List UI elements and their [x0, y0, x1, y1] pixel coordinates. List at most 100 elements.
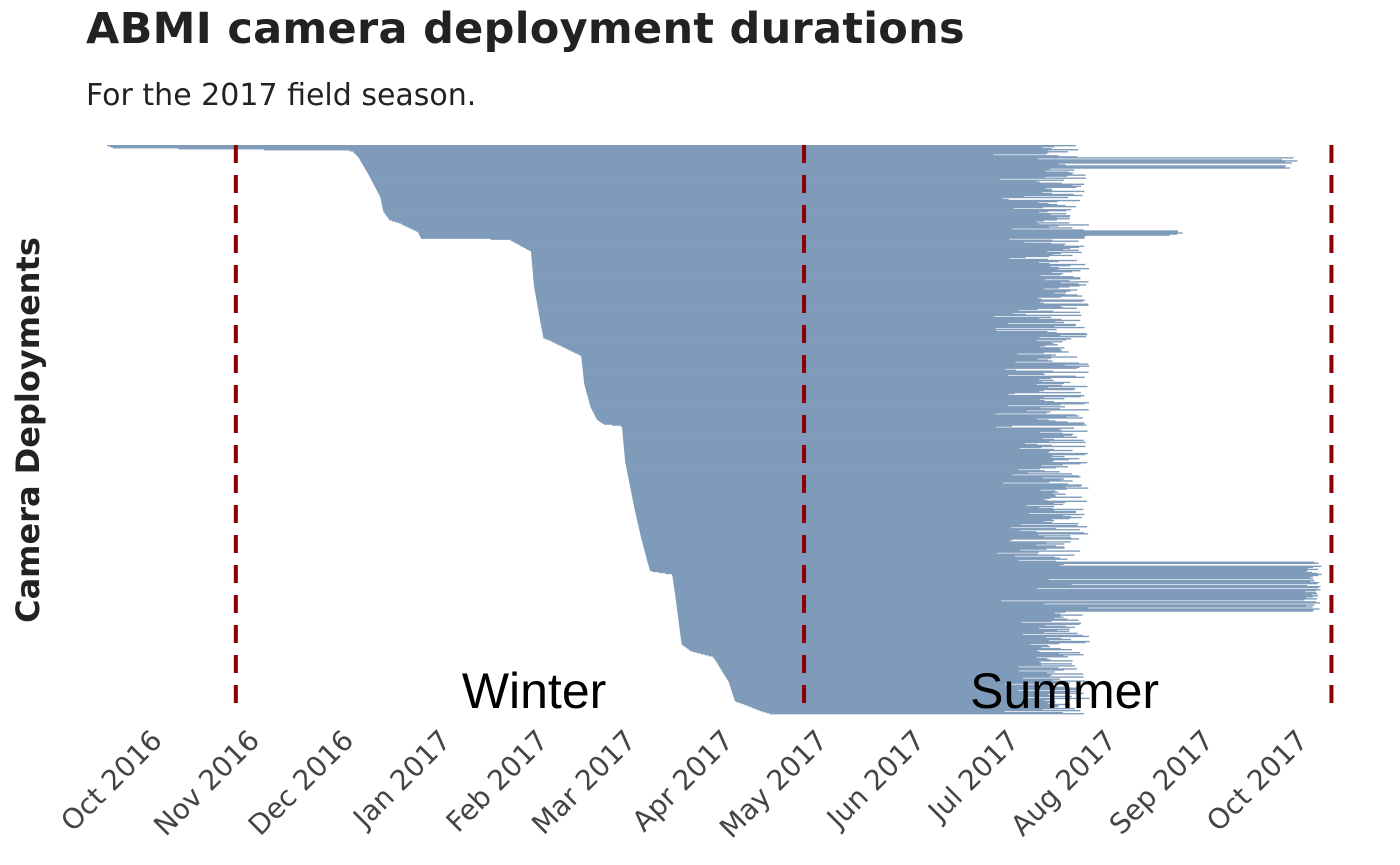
deployment-bar	[363, 165, 1286, 167]
x-tick-label: Oct 2017	[1200, 724, 1314, 838]
deployment-bar	[677, 609, 1314, 611]
deployment-bar	[635, 510, 1077, 513]
deployment-bar	[625, 459, 1054, 462]
deployment-bar	[733, 695, 1072, 698]
deployment-bar	[649, 568, 1319, 571]
deployment-bar	[731, 690, 1079, 692]
deployment-bar	[552, 341, 1063, 343]
deployment-bar	[637, 520, 1045, 523]
deployment-bar	[535, 294, 1078, 296]
deployment-bar	[592, 410, 1027, 412]
deployment-bar	[534, 285, 1080, 287]
deployment-bar	[582, 369, 1017, 371]
deployment-bar	[533, 275, 1041, 277]
deployment-bar	[534, 287, 1059, 289]
deployment-bar	[622, 426, 996, 428]
deployment-bar	[366, 170, 1046, 172]
deployment-bar	[679, 629, 1058, 632]
deployment-bar	[643, 547, 1065, 549]
deployment-bar	[382, 205, 1076, 208]
deployment-bar	[388, 217, 1057, 219]
deployment-bar	[624, 455, 1065, 458]
deployment-bar	[646, 557, 1060, 559]
deployment-bar	[532, 269, 1081, 272]
deployment-bar	[627, 473, 1073, 475]
deployment-bar	[725, 675, 1050, 677]
deployment-bar	[382, 209, 1071, 211]
deployment-bar	[641, 539, 1013, 541]
deployment-bar	[359, 158, 1039, 160]
deployment-bar	[646, 556, 1056, 558]
deployment-bar	[642, 542, 1047, 544]
deployment-bar	[721, 669, 1064, 671]
deployment-bar	[588, 400, 1045, 402]
deployment-bar	[627, 471, 1060, 473]
deployment-bar	[680, 636, 1046, 639]
deployment-bar	[622, 431, 1040, 433]
deployment-bar	[373, 183, 1085, 185]
deployment-bar	[540, 322, 1009, 325]
deployment-bar	[376, 189, 1052, 192]
deployment-bar	[648, 565, 1322, 568]
deployment-bar	[534, 288, 1044, 290]
deployment-bar	[582, 365, 1090, 367]
deployment-bar	[539, 317, 1040, 320]
deployment-bar	[624, 448, 1054, 451]
deployment-bar	[531, 253, 1053, 256]
deployment-bar	[738, 701, 1056, 704]
deployment-bar	[652, 570, 1306, 573]
deployment-bar	[533, 277, 1081, 279]
deployment-bar	[624, 453, 1086, 456]
deployment-bar	[543, 336, 1087, 338]
deployment-bar	[359, 159, 1283, 161]
deployment-bar	[645, 553, 1039, 555]
deployment-bar	[632, 495, 1056, 497]
deployment-bar	[387, 216, 1070, 218]
deployment-bar	[582, 367, 1078, 369]
deployment-bar	[679, 624, 1045, 626]
deployment-bar	[629, 481, 1050, 483]
deployment-bar	[625, 463, 1081, 465]
deployment-bar	[678, 621, 1023, 623]
deployment-bar	[643, 544, 1037, 546]
deployment-bar	[719, 666, 1019, 668]
deployment-bar	[715, 660, 1073, 662]
deployment-bar	[646, 555, 1015, 557]
deployment-bar	[676, 605, 1307, 607]
deployment-bar	[538, 310, 1054, 312]
deployment-bar	[540, 323, 1077, 326]
deployment-bar	[365, 169, 1075, 171]
deployment-bar	[531, 254, 1073, 257]
deployment-bar	[420, 236, 1085, 238]
deployment-bar	[679, 627, 1040, 629]
deployment-bar	[537, 307, 1077, 309]
deployment-bar	[686, 646, 1042, 649]
deployment-bar	[672, 575, 1313, 578]
deployment-bar	[752, 706, 1050, 709]
deployment-bar	[544, 338, 1072, 340]
deployment-bar	[639, 528, 1057, 530]
deployment-bar	[624, 452, 1088, 455]
deployment-bar	[582, 371, 1089, 373]
deployment-bar	[564, 347, 1065, 349]
deployment-bar	[723, 672, 1047, 674]
deployment-bar	[569, 349, 1062, 351]
deployment-bar	[532, 267, 1090, 270]
deployment-bar	[727, 678, 1061, 680]
deployment-bar	[581, 358, 1038, 360]
deployment-bar	[407, 226, 1050, 228]
deployment-bar	[543, 335, 1061, 337]
deployment-bar	[680, 637, 1062, 640]
deployment-bar	[623, 445, 1086, 448]
deployment-bar	[583, 377, 1052, 380]
deployment-bar	[679, 626, 1076, 628]
deployment-bar	[672, 577, 1314, 580]
deployment-bar	[633, 504, 1027, 507]
deployment-bar	[357, 155, 1059, 157]
deployment-bar	[383, 210, 1067, 212]
deployment-bar	[646, 558, 1068, 560]
deployment-bar	[586, 389, 1044, 392]
deployment-bar	[634, 506, 1040, 509]
deployment-bar	[645, 554, 1075, 556]
